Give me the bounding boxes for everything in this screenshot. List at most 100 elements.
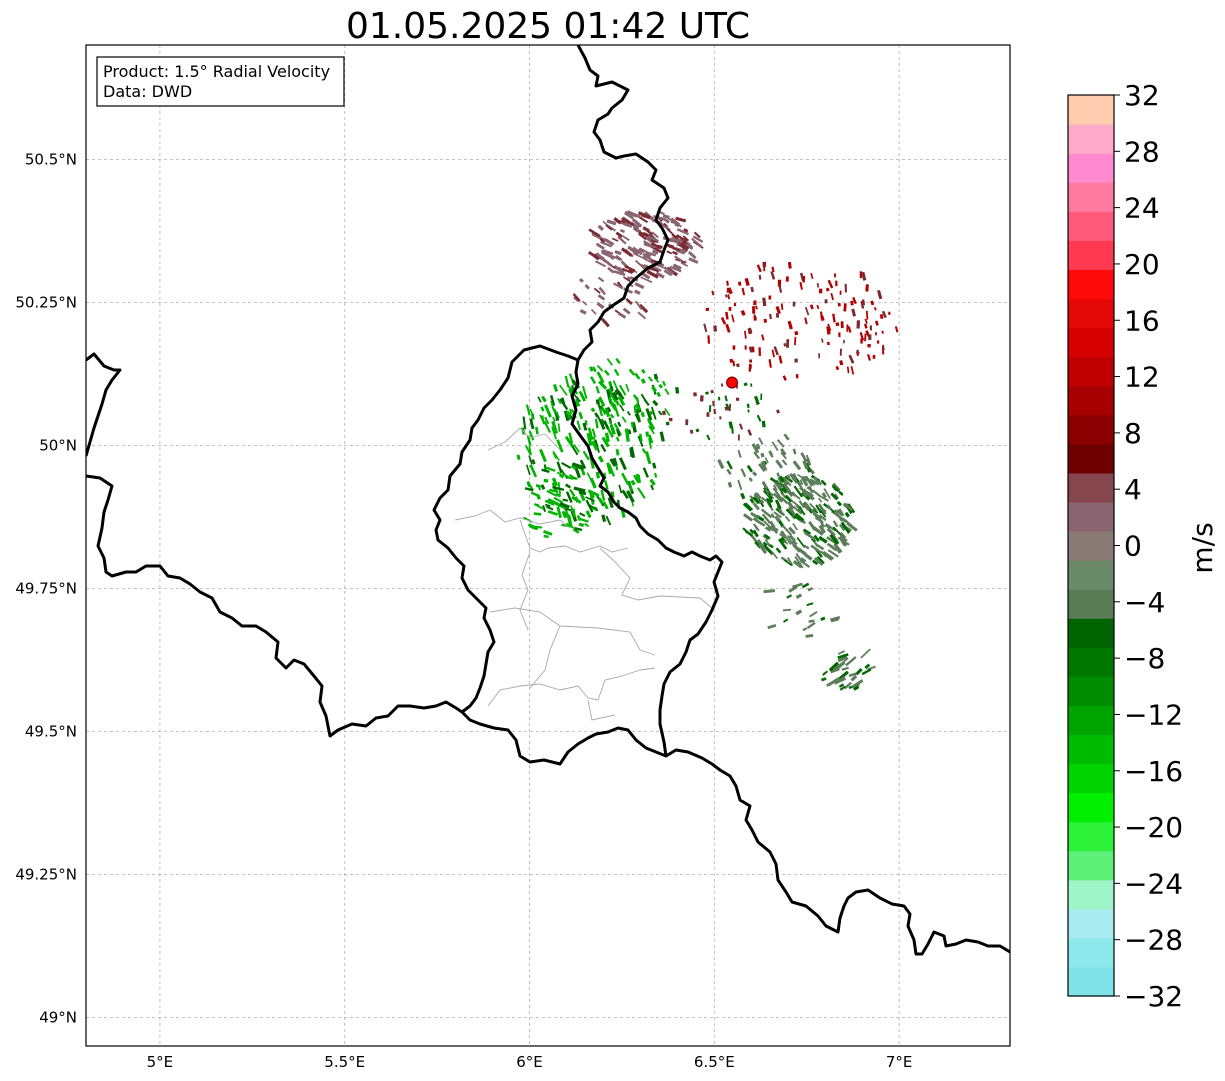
echo-pixel [544,499,555,506]
echo-pixel [640,378,646,384]
echo-pixel [894,326,899,333]
echo-pixel [868,334,872,340]
colorbar-segment [1068,821,1114,852]
echo-pixel [832,482,841,492]
echo-pixel [864,318,868,324]
france-border [86,474,1010,956]
echo-pixel [682,235,690,242]
echo-pixel [543,529,553,536]
echo-pixel [851,679,864,689]
map-frame [85,44,1011,1047]
colorbar-segment [1068,763,1114,794]
echo-pixel [638,231,649,238]
echo-pixel [750,286,754,293]
echo-pixel [597,294,606,301]
echo-pixel [800,476,809,487]
echo-pixel [719,416,722,420]
echo-pixel [556,506,562,519]
echo-pixel [689,429,694,434]
echo-pixel [794,358,798,363]
echo-pixel [841,541,848,547]
echo-pixel [604,480,609,490]
echo-pixel [810,272,814,280]
echo-pixel [848,672,858,678]
figure-title: 01.05.2025 01:42 UTC [346,6,750,47]
colorbar-tick-label: −24 [1124,867,1183,900]
echo-pixel [600,489,606,501]
belgium-france-northwest-border [86,352,122,457]
echo-pixel [582,422,588,431]
echo-pixel [837,536,850,546]
echo-pixel [802,627,808,632]
echo-pixel [806,458,812,466]
echo-pixel [615,436,620,442]
echo-pixel [678,243,688,253]
colorbar-segment [1068,124,1114,154]
echo-pixel [786,535,795,547]
echo-pixel [752,306,756,314]
echo-pixel [596,301,605,310]
echo-pixel [604,432,610,443]
echo-pixel [761,513,772,525]
echo-pixel [570,465,577,470]
echo-pixel [671,217,681,225]
echo-pixel [812,489,821,497]
echo-pixel [672,250,678,256]
echo-pixel [619,229,626,233]
echo-pixel [764,538,771,548]
colorbar-segment [1068,269,1114,300]
echo-pixel [744,277,750,286]
echo-pixel [809,304,814,310]
echo-pixel [830,617,840,623]
map-area [86,45,1010,1046]
echo-pixel [782,608,792,612]
echo-pixel [557,423,561,432]
echo-pixel [545,505,554,511]
echo-pixel [604,407,611,418]
echo-pixel [872,354,876,359]
echo-pixel [617,395,626,407]
echo-pixel [727,294,731,300]
echo-pixel [531,459,536,465]
echo-pixel [812,511,823,521]
echo-pixel [629,447,634,458]
echo-pixel [573,444,580,453]
echo-pixel [826,527,836,537]
echo-pixel [564,483,572,489]
echo-pixel [778,538,788,550]
echo-pixel [589,491,595,505]
echo-pixel [651,231,659,239]
echo-pixel [774,481,782,491]
echo-pixel [742,502,753,512]
echo-pixel [784,494,793,503]
echo-pixel [813,541,820,548]
echo-pixel [706,434,711,441]
echo-pixel [830,292,834,301]
echo-pixel [656,391,661,398]
echo-pixel [741,287,746,296]
echo-pixel [674,255,683,262]
echo-pixel [804,490,815,501]
echo-pixel [826,326,831,335]
echo-pixel [767,492,773,500]
echo-pixel [603,420,610,430]
echo-pixel [705,307,710,312]
echo-pixel [749,359,753,363]
echo-pixel [772,487,783,500]
echo-pixel [675,216,687,223]
echo-pixel [802,489,807,497]
echo-pixel [792,460,802,471]
y-tick-label: 50.5°N [25,150,77,168]
echo-pixel [725,311,729,320]
echo-pixel [603,369,610,376]
echo-pixel [798,506,806,516]
echo-pixel [652,265,662,272]
echo-pixel [672,263,682,271]
echo-pixel [614,388,622,396]
echo-pixel [609,458,617,467]
echo-pixel [846,366,850,374]
echo-pixel [830,492,839,501]
echo-pixel [877,289,883,300]
echo-pixel [837,670,849,682]
